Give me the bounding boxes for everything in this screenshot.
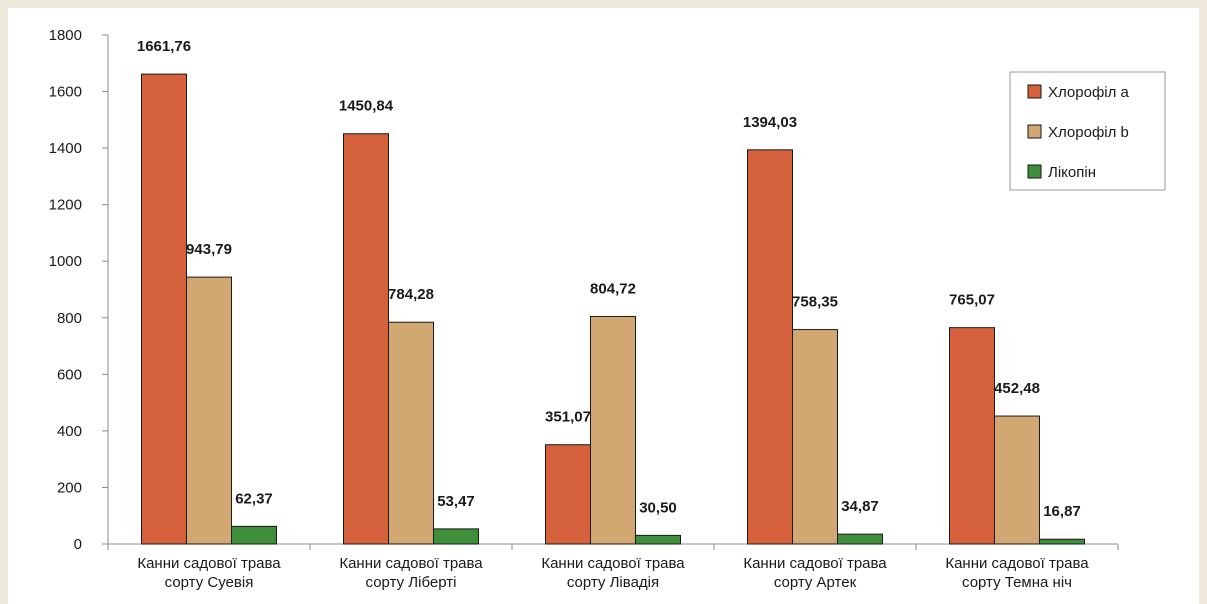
data-label: 804,72: [590, 280, 636, 297]
axes: 0 200 400 600 800 1000 1200 1400 1600 1800 Канни с…: [49, 27, 1119, 591]
bar[interactable]: [186, 276, 232, 545]
bar[interactable]: [388, 321, 434, 545]
bar[interactable]: [1039, 538, 1085, 545]
data-label: 62,37: [235, 490, 273, 507]
data-label: 1661,76: [137, 38, 191, 55]
y-tick-label: 1000: [49, 253, 82, 270]
data-label: 30,50: [639, 499, 677, 516]
bar[interactable]: [590, 315, 636, 545]
x-category-label: Канни садової трава: [339, 555, 483, 572]
x-category-label: сорту Артек: [774, 574, 857, 591]
bar[interactable]: [949, 327, 995, 545]
bar[interactable]: [141, 73, 187, 545]
bar[interactable]: [792, 329, 838, 545]
x-category-label: сорту Ліберті: [366, 574, 457, 591]
legend-swatch: [1027, 84, 1042, 99]
data-label: 53,47: [437, 493, 475, 510]
data-labels: 1661,76 943,79 62,37 1450,84 784,28 53,47 351,…: [137, 38, 1081, 520]
data-label: 943,79: [186, 241, 232, 258]
bar[interactable]: [545, 444, 591, 545]
bar[interactable]: [231, 525, 277, 545]
bar[interactable]: [994, 415, 1040, 545]
y-tick-label: 600: [57, 366, 82, 383]
bar[interactable]: [747, 149, 793, 545]
x-category-label: Канни садової трава: [541, 555, 685, 572]
y-tick-label: 0: [74, 536, 82, 553]
bar[interactable]: [837, 533, 883, 545]
x-category-label: сорту Лівадія: [567, 574, 659, 591]
y-tick-label: 1800: [49, 27, 82, 44]
y-tick-label: 400: [57, 423, 82, 440]
bar[interactable]: [433, 528, 479, 545]
data-label: 1394,03: [743, 114, 797, 131]
bar[interactable]: [343, 133, 389, 545]
y-tick-label: 1400: [49, 140, 82, 157]
x-category-label: сорту Темна ніч: [962, 574, 1072, 591]
bar[interactable]: [635, 534, 681, 545]
data-label: 765,07: [949, 292, 995, 309]
y-tick-label: 200: [57, 479, 82, 496]
x-category-label: сорту Суевія: [165, 574, 254, 591]
legend[interactable]: Хлорофіл a Хлорофіл b Лікопін: [1009, 71, 1166, 191]
data-label: 351,07: [545, 409, 591, 426]
data-label: 758,35: [792, 294, 838, 311]
legend-swatch: [1027, 164, 1042, 179]
y-tick-label: 1600: [49, 84, 82, 101]
data-label: 784,28: [388, 286, 434, 303]
data-label: 1450,84: [339, 98, 394, 115]
legend-label: Хлорофіл a: [1048, 84, 1130, 101]
data-label: 16,87: [1043, 503, 1081, 520]
legend-label: Хлорофіл b: [1048, 124, 1129, 141]
data-label: 452,48: [994, 380, 1040, 397]
x-category-label: Канни садової трава: [137, 555, 281, 572]
y-tick-label: 800: [57, 310, 82, 327]
y-tick-label: 1200: [49, 197, 82, 214]
data-label: 34,87: [841, 498, 879, 515]
x-category-label: Канни садової трава: [743, 555, 887, 572]
x-category-label: Канни садової трава: [945, 555, 1089, 572]
legend-swatch: [1027, 124, 1042, 139]
legend-label: Лікопін: [1048, 164, 1096, 181]
bars: [141, 73, 1085, 545]
